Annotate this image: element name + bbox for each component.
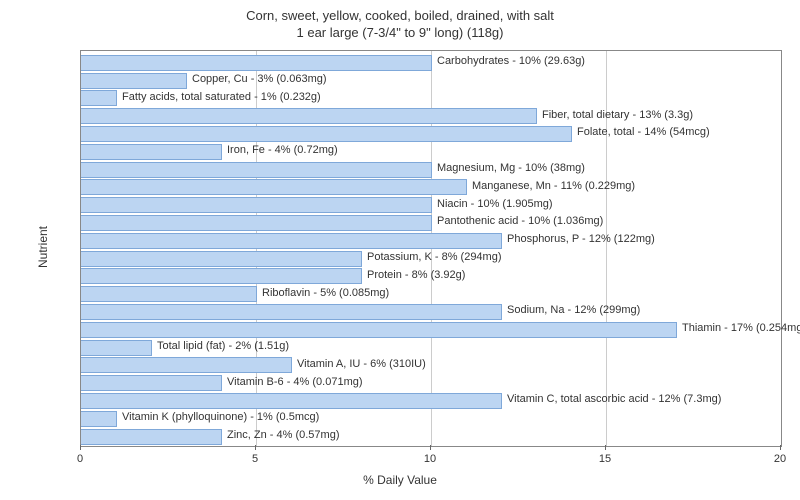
nutrient-bar [81,144,222,160]
nutrient-bar-label: Folate, total - 14% (54mcg) [577,127,710,138]
nutrient-chart: Corn, sweet, yellow, cooked, boiled, dra… [0,0,800,500]
x-tick-label: 5 [252,453,258,465]
nutrient-bar [81,162,432,178]
nutrient-bar [81,322,677,338]
x-tick-mark [255,445,256,450]
nutrient-bar [81,90,117,106]
chart-title-line2: 1 ear large (7-3/4" to 9" long) (118g) [0,25,800,42]
x-tick-label: 0 [77,453,83,465]
nutrient-bar [81,286,257,302]
nutrient-bar [81,126,572,142]
nutrient-bar [81,73,187,89]
nutrient-bar [81,393,502,409]
chart-title-line1: Corn, sweet, yellow, cooked, boiled, dra… [0,8,800,25]
x-tick-mark [80,445,81,450]
x-tick-mark [430,445,431,450]
nutrient-bar-label: Fatty acids, total saturated - 1% (0.232… [122,92,321,103]
nutrient-bar-label: Vitamin C, total ascorbic acid - 12% (7.… [507,394,721,405]
nutrient-bar-label: Riboflavin - 5% (0.085mg) [262,288,389,299]
nutrient-bar [81,340,152,356]
x-tick-mark [780,445,781,450]
nutrient-bar-label: Potassium, K - 8% (294mg) [367,252,502,263]
nutrient-bar [81,357,292,373]
nutrient-bar [81,108,537,124]
nutrient-bar-label: Thiamin - 17% (0.254mg) [682,323,800,334]
nutrient-bar-label: Carbohydrates - 10% (29.63g) [437,56,585,67]
nutrient-bar-label: Protein - 8% (3.92g) [367,270,465,281]
x-tick-mark [605,445,606,450]
nutrient-bar-label: Magnesium, Mg - 10% (38mg) [437,163,585,174]
nutrient-bar [81,179,467,195]
chart-title: Corn, sweet, yellow, cooked, boiled, dra… [0,8,800,42]
nutrient-bar-label: Manganese, Mn - 11% (0.229mg) [472,181,635,192]
nutrient-bar [81,411,117,427]
nutrient-bar-label: Copper, Cu - 3% (0.063mg) [192,74,327,85]
nutrient-bar-label: Iron, Fe - 4% (0.72mg) [227,145,338,156]
nutrient-bar-label: Phosphorus, P - 12% (122mg) [507,234,655,245]
y-axis-label: Nutrient [36,225,50,267]
nutrient-bar-label: Sodium, Na - 12% (299mg) [507,305,640,316]
nutrient-bar [81,251,362,267]
nutrient-bar [81,233,502,249]
nutrient-bar-label: Vitamin A, IU - 6% (310IU) [297,359,426,370]
nutrient-bar-label: Zinc, Zn - 4% (0.57mg) [227,430,339,441]
nutrient-bar [81,429,222,445]
x-tick-label: 10 [424,453,436,465]
nutrient-bar-label: Pantothenic acid - 10% (1.036mg) [437,216,603,227]
x-axis-label: % Daily Value [0,473,800,487]
nutrient-bar-label: Total lipid (fat) - 2% (1.51g) [157,341,289,352]
nutrient-bar-label: Fiber, total dietary - 13% (3.3g) [542,110,693,121]
nutrient-bar [81,304,502,320]
nutrient-bar [81,375,222,391]
nutrient-bar-label: Vitamin K (phylloquinone) - 1% (0.5mcg) [122,412,319,423]
nutrient-bar-label: Niacin - 10% (1.905mg) [437,199,553,210]
nutrient-bar [81,197,432,213]
x-tick-label: 20 [774,453,786,465]
nutrient-bar [81,268,362,284]
nutrient-bar [81,215,432,231]
nutrient-bar [81,55,432,71]
nutrient-bar-label: Vitamin B-6 - 4% (0.071mg) [227,377,363,388]
x-tick-label: 15 [599,453,611,465]
plot-area: Carbohydrates - 10% (29.63g) Copper, Cu -… [80,50,782,447]
